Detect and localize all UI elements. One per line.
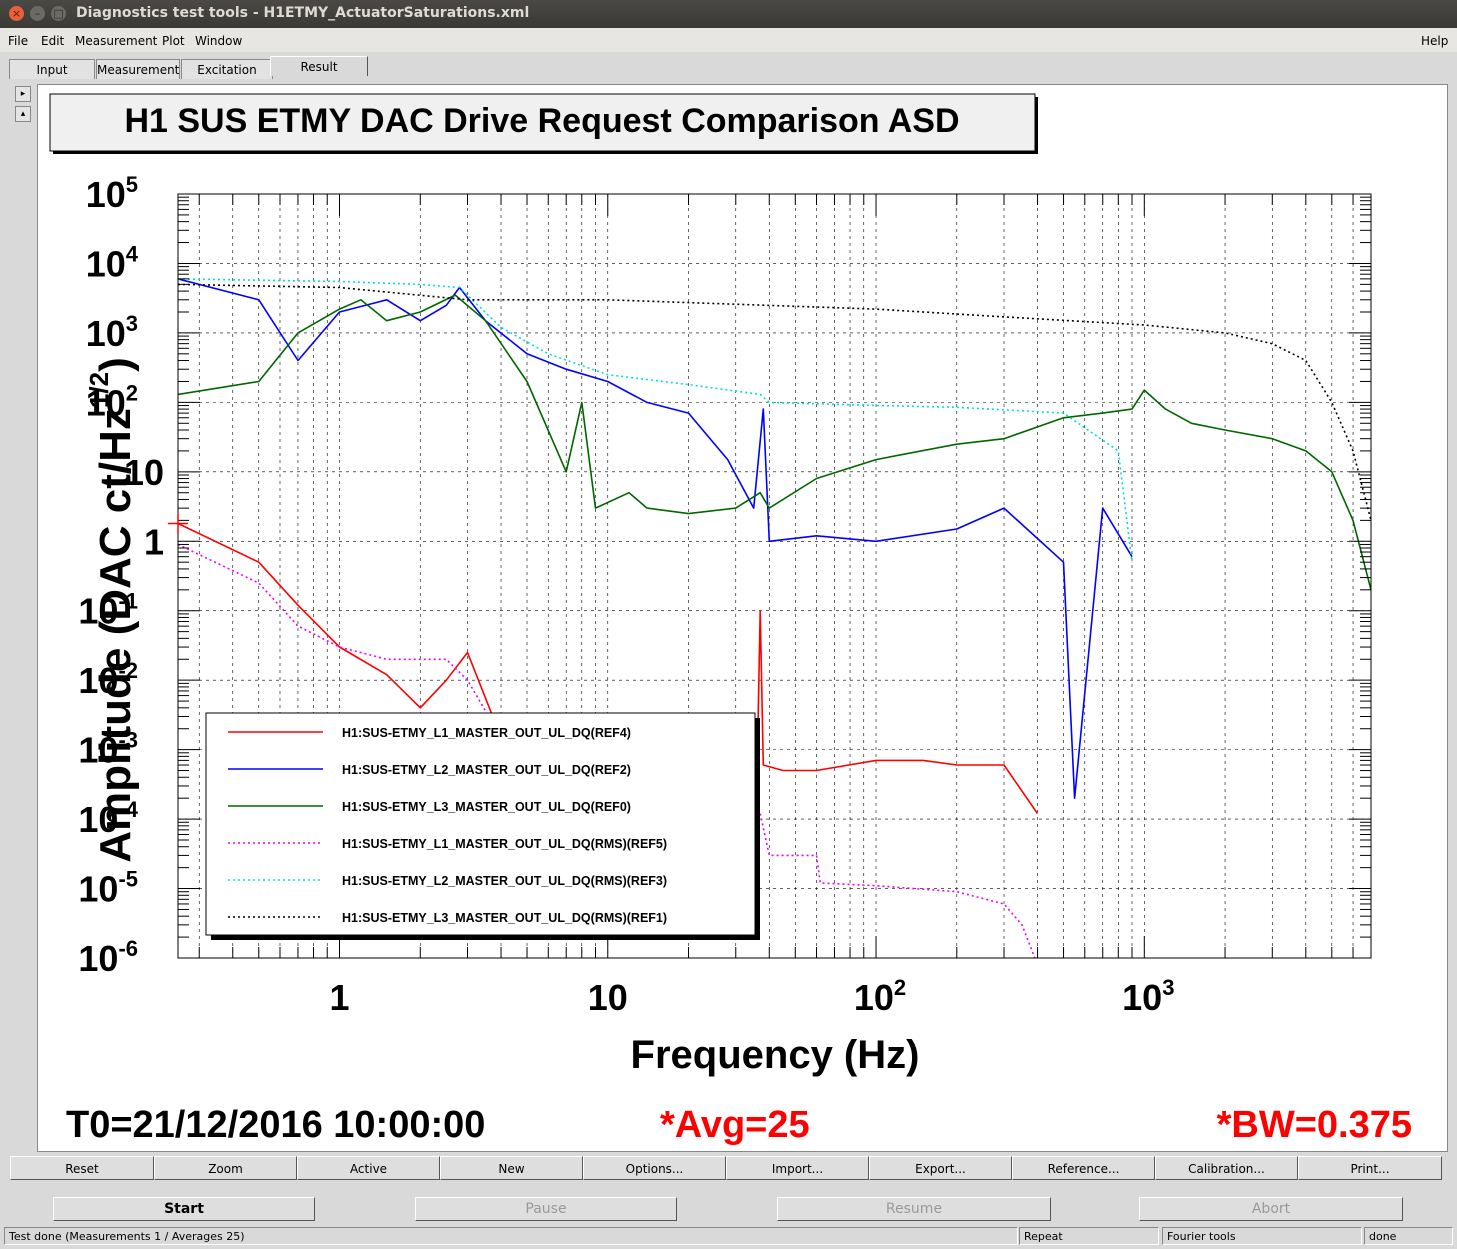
print-button[interactable]: Print... bbox=[1298, 1156, 1442, 1180]
pad-scroll-up-icon[interactable]: ▴ bbox=[15, 106, 31, 122]
series-line-4 bbox=[178, 278, 1133, 563]
resume-button[interactable]: Resume bbox=[777, 1197, 1051, 1221]
plot-title-box: H1 SUS ETMY DAC Drive Request Comparison… bbox=[49, 93, 1038, 154]
y-tick-label: 104 bbox=[86, 241, 139, 284]
maximize-icon[interactable]: □ bbox=[51, 6, 66, 21]
y-tick-label: 10-6 bbox=[78, 936, 138, 979]
plot-button-row: Reset Zoom Active New Options... Import.… bbox=[10, 1156, 1442, 1180]
series-line-1 bbox=[178, 278, 1133, 800]
zoom-button[interactable]: Zoom bbox=[154, 1156, 297, 1180]
series-line-2 bbox=[178, 294, 1371, 591]
window-titlebar: × – □ Diagnostics test tools - H1ETMY_Ac… bbox=[0, 0, 1457, 28]
axis-ticks: 1 10 102 10310-610-510-410-310-210-11101021… bbox=[78, 172, 1372, 1018]
legend-label: H1:SUS-ETMY_L2_MASTER_OUT_UL_DQ(RMS)(REF… bbox=[342, 874, 667, 888]
legend-label: H1:SUS-ETMY_L1_MASTER_OUT_UL_DQ(REF4) bbox=[342, 726, 631, 740]
plot-legend: H1:SUS-ETMY_L1_MASTER_OUT_UL_DQ(REF4) H1:… bbox=[205, 712, 760, 940]
y-tick-label: 102 bbox=[86, 380, 138, 423]
menu-measurement[interactable]: Measurement bbox=[75, 34, 158, 48]
svg-text:Amplitude (DAC ct/Hz1/2): Amplitude (DAC ct/Hz1/2) bbox=[84, 357, 140, 862]
status-tools: Fourier tools bbox=[1162, 1227, 1362, 1245]
legend-label: H1:SUS-ETMY_L2_MASTER_OUT_UL_DQ(REF2) bbox=[342, 763, 631, 777]
menu-bar: File Edit Measurement Plot Window Help bbox=[0, 28, 1457, 52]
active-button[interactable]: Active bbox=[297, 1156, 440, 1180]
import-button[interactable]: Import... bbox=[726, 1156, 869, 1180]
x-tick-label: 103 bbox=[1122, 975, 1174, 1018]
x-tick-label: 102 bbox=[854, 975, 906, 1018]
y-tick-label: 10-2 bbox=[78, 658, 138, 701]
pause-button[interactable]: Pause bbox=[415, 1197, 677, 1221]
reference-button[interactable]: Reference... bbox=[1012, 1156, 1155, 1180]
plot-title: H1 SUS ETMY DAC Drive Request Comparison… bbox=[124, 102, 959, 140]
y-tick-label: 10-1 bbox=[78, 589, 138, 632]
menu-window[interactable]: Window bbox=[195, 34, 243, 48]
menu-edit[interactable]: Edit bbox=[41, 34, 65, 48]
new-button[interactable]: New bbox=[440, 1156, 583, 1180]
y-tick-label: 105 bbox=[86, 172, 138, 215]
minimize-icon[interactable]: – bbox=[30, 6, 45, 21]
y-tick-label: 10-4 bbox=[78, 797, 138, 840]
avg-label: *Avg=25 bbox=[660, 1104, 810, 1146]
plot-canvas: H1 SUS ETMY DAC Drive Request Comparison… bbox=[37, 84, 1448, 1152]
asd-plot[interactable]: H1 SUS ETMY DAC Drive Request Comparison… bbox=[38, 85, 1447, 1151]
menu-file[interactable]: File bbox=[8, 34, 29, 48]
y-tick-label: 10-5 bbox=[78, 867, 138, 910]
tab-excitation[interactable]: Excitation bbox=[181, 59, 273, 79]
plot-frame bbox=[177, 193, 1372, 959]
legend-label: H1:SUS-ETMY_L3_MASTER_OUT_UL_DQ(REF0) bbox=[342, 800, 631, 814]
abort-button[interactable]: Abort bbox=[1139, 1197, 1403, 1221]
status-state: done bbox=[1364, 1227, 1453, 1245]
legend-label: H1:SUS-ETMY_L3_MASTER_OUT_UL_DQ(RMS)(REF… bbox=[342, 911, 667, 925]
tab-result[interactable]: Result bbox=[270, 56, 368, 76]
pad-scroll-right-icon[interactable]: ▸ bbox=[15, 86, 31, 102]
calibration-button[interactable]: Calibration... bbox=[1155, 1156, 1298, 1180]
y-tick-label: 1 bbox=[144, 521, 164, 562]
x-axis-label: Frequency (Hz) bbox=[631, 1033, 920, 1077]
y-tick-label: 10-3 bbox=[78, 728, 138, 771]
start-button[interactable]: Start bbox=[53, 1197, 315, 1221]
x-tick-label: 10 bbox=[588, 977, 628, 1018]
menu-help[interactable]: Help bbox=[1421, 34, 1449, 48]
tab-bar: Input Measurement Excitation Result bbox=[0, 52, 1457, 80]
y-tick-label: 103 bbox=[86, 311, 138, 354]
close-icon[interactable]: × bbox=[9, 6, 24, 21]
export-button[interactable]: Export... bbox=[869, 1156, 1012, 1180]
series-line-5 bbox=[178, 283, 1371, 521]
status-repeat: Repeat bbox=[1019, 1227, 1159, 1245]
menu-plot[interactable]: Plot bbox=[162, 34, 185, 48]
x-tick-label: 1 bbox=[329, 977, 349, 1018]
t0-label: T0=21/12/2016 10:00:00 bbox=[66, 1104, 485, 1146]
tab-input[interactable]: Input bbox=[9, 59, 95, 79]
window-title: Diagnostics test tools - H1ETMY_Actuator… bbox=[76, 5, 530, 21]
status-message: Test done (Measurements 1 / Averages 25) bbox=[4, 1227, 1018, 1245]
y-axis-label: Amplitude (DAC ct/Hz1/2) bbox=[84, 357, 140, 862]
options-button[interactable]: Options... bbox=[583, 1156, 726, 1180]
tab-measurement[interactable]: Measurement bbox=[96, 59, 180, 79]
y-tick-label: 10 bbox=[124, 452, 164, 493]
legend-label: H1:SUS-ETMY_L1_MASTER_OUT_UL_DQ(RMS)(REF… bbox=[342, 837, 667, 851]
reset-button[interactable]: Reset bbox=[10, 1156, 154, 1180]
bw-label: *BW=0.375 bbox=[1217, 1104, 1412, 1146]
